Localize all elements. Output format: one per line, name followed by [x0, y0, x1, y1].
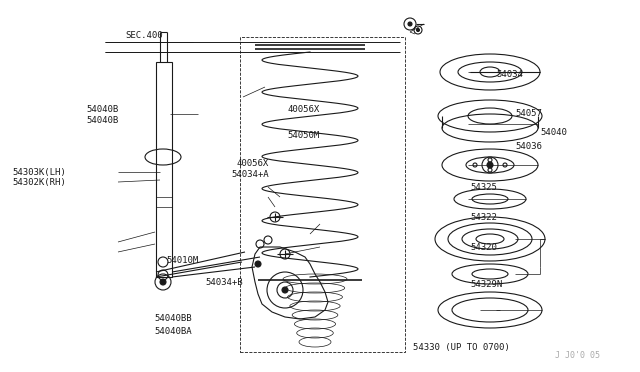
Text: 54057: 54057	[515, 109, 542, 118]
Text: 54040B: 54040B	[86, 116, 118, 125]
Text: 54010M: 54010M	[166, 256, 198, 265]
Text: SEC.400: SEC.400	[125, 31, 163, 40]
Text: 54040: 54040	[541, 128, 568, 137]
Text: 54325: 54325	[470, 183, 497, 192]
Text: 40056X: 40056X	[288, 105, 320, 114]
Text: 54330 (UP TO 0700): 54330 (UP TO 0700)	[413, 343, 509, 352]
Circle shape	[255, 261, 261, 267]
Text: 40056X: 40056X	[237, 159, 269, 168]
Text: 54034: 54034	[496, 70, 523, 79]
Text: 54329N: 54329N	[470, 280, 502, 289]
Text: 54302K(RH): 54302K(RH)	[13, 178, 67, 187]
Text: 54050M: 54050M	[288, 131, 320, 140]
Text: 54034+A: 54034+A	[231, 170, 269, 179]
Circle shape	[160, 279, 166, 285]
Text: 54322: 54322	[470, 213, 497, 222]
Circle shape	[408, 22, 412, 26]
Circle shape	[282, 287, 288, 293]
Bar	[240, 37, 405, 352]
Circle shape	[417, 29, 419, 32]
Text: 54040B: 54040B	[86, 105, 118, 114]
Text: 54320: 54320	[470, 243, 497, 252]
Text: 54303K(LH): 54303K(LH)	[13, 169, 67, 177]
Text: 54034+B: 54034+B	[205, 278, 243, 287]
Text: 54040BA: 54040BA	[154, 327, 192, 336]
Text: 54036: 54036	[515, 142, 542, 151]
Bar	[156, 62, 172, 277]
Text: 54040BB: 54040BB	[154, 314, 192, 323]
Text: J J0'0 05: J J0'0 05	[555, 351, 600, 360]
Circle shape	[487, 162, 493, 168]
